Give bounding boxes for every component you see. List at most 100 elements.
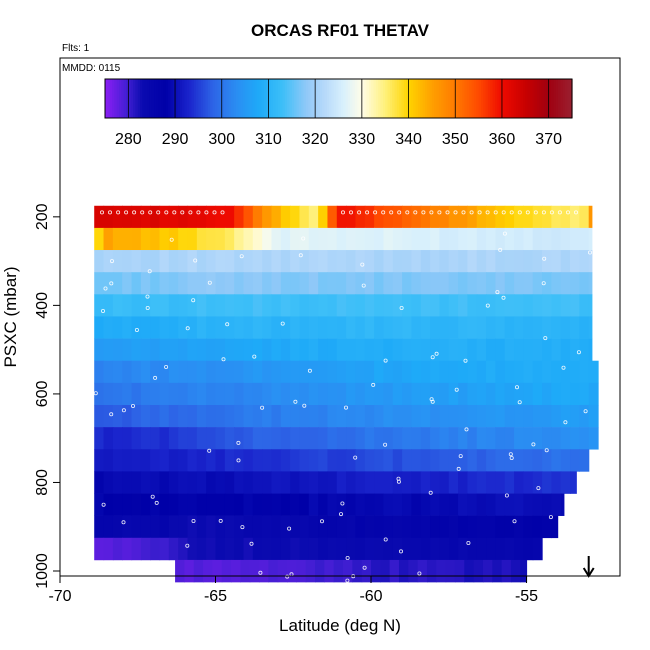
heatmap-cell <box>486 493 496 516</box>
data-point <box>509 210 514 215</box>
colorbar-cell <box>114 79 118 118</box>
data-point <box>258 570 263 575</box>
heatmap-cell <box>187 404 198 428</box>
heatmap-cell <box>476 404 487 428</box>
colorbar-cell <box>434 79 438 118</box>
heatmap-cell <box>504 338 515 362</box>
heatmap-cell <box>271 471 282 494</box>
heatmap-cell <box>346 360 357 384</box>
data-point <box>360 262 365 267</box>
heatmap-cell <box>224 382 235 406</box>
data-point <box>525 210 530 215</box>
colorbar-cell <box>464 79 468 118</box>
heatmap-cell <box>411 250 422 273</box>
heatmap-cell <box>523 493 534 516</box>
heatmap-cell <box>476 294 487 317</box>
colorbar-cell <box>233 79 237 118</box>
heatmap-cell <box>560 360 571 384</box>
colorbar-cell <box>247 79 251 118</box>
data-point <box>207 448 212 453</box>
colorbar-cell <box>177 79 181 118</box>
heatmap-cell <box>243 537 254 561</box>
heatmap-cell <box>411 427 422 450</box>
heatmap-cell <box>495 493 506 516</box>
heatmap-cell <box>374 227 385 251</box>
heatmap-cell <box>206 382 217 406</box>
heatmap-cell <box>504 316 515 339</box>
heatmap-cell <box>448 338 459 362</box>
heatmap-cell <box>287 559 297 583</box>
colorbar-cell <box>515 79 519 118</box>
heatmap-cell <box>439 360 450 384</box>
heatmap-cell <box>271 493 282 516</box>
heatmap-cell <box>346 537 357 561</box>
heatmap-cell <box>523 515 534 539</box>
heatmap-cell <box>280 404 291 428</box>
heatmap-cell <box>206 227 217 251</box>
heatmap-cell <box>280 449 291 472</box>
data-point <box>508 452 513 457</box>
heatmap-cell <box>103 493 114 516</box>
heatmap-cell <box>296 559 307 583</box>
data-point <box>365 210 370 215</box>
heatmap-cell <box>187 227 198 251</box>
colorbar-cell <box>513 79 517 118</box>
heatmap-cell <box>271 449 282 472</box>
data-point <box>130 403 135 408</box>
heatmap-cell <box>364 537 375 561</box>
heatmap-cell <box>103 272 114 295</box>
heatmap-cell <box>514 272 524 295</box>
colorbar-cell <box>287 79 291 118</box>
heatmap-cell <box>588 205 593 229</box>
heatmap-cell <box>439 294 450 317</box>
heatmap-cell <box>94 272 105 295</box>
heatmap-cell <box>327 515 338 539</box>
heatmap-cell <box>262 205 273 229</box>
heatmap-cell <box>243 205 254 229</box>
heatmap-cell <box>371 559 381 583</box>
heatmap-cell <box>140 427 151 450</box>
colorbar-cell <box>254 79 258 118</box>
heatmap-cell <box>271 427 282 450</box>
colorbar-cell <box>296 79 300 118</box>
heatmap-cell <box>504 449 515 472</box>
heatmap-cell <box>514 537 524 561</box>
colorbar-cell <box>135 79 139 118</box>
heatmap-cell <box>318 360 329 384</box>
heatmap-cell <box>159 205 170 229</box>
data-point <box>280 321 285 326</box>
heatmap-cell <box>355 515 366 539</box>
heatmap-cell <box>458 338 469 362</box>
heatmap-cell <box>103 250 114 273</box>
colorbar-cell <box>242 79 246 118</box>
heatmap-cell <box>187 382 198 406</box>
data-point <box>236 440 241 445</box>
heatmap-cell <box>94 537 105 561</box>
heatmap-cell <box>445 559 456 583</box>
colorbar-cell <box>275 79 279 118</box>
heatmap-cell <box>551 338 562 362</box>
colorbar-tick-label: 310 <box>255 131 282 148</box>
heatmap-cell <box>411 294 422 317</box>
heatmap-cell <box>495 205 506 229</box>
colorbar-cell <box>156 79 160 118</box>
heatmap-cell <box>542 471 552 494</box>
heatmap-cell <box>420 316 431 339</box>
heatmap-cell <box>476 382 487 406</box>
heatmap-cell <box>402 471 413 494</box>
heatmap-cell <box>560 205 571 229</box>
colorbar-cell <box>508 79 512 118</box>
data-point <box>437 210 442 215</box>
heatmap-cell <box>542 493 552 516</box>
heatmap-cell <box>150 449 161 472</box>
heatmap-cell <box>196 338 207 362</box>
plot-area-frame <box>59 57 621 577</box>
heatmap-cell <box>215 537 226 561</box>
data-point <box>236 458 241 463</box>
heatmap-cell <box>380 559 391 583</box>
colorbar-cell <box>123 79 127 118</box>
colorbar-cell <box>303 79 307 118</box>
heatmap-cell <box>280 493 291 516</box>
heatmap-cell <box>196 360 207 384</box>
heatmap-cell <box>327 250 338 273</box>
